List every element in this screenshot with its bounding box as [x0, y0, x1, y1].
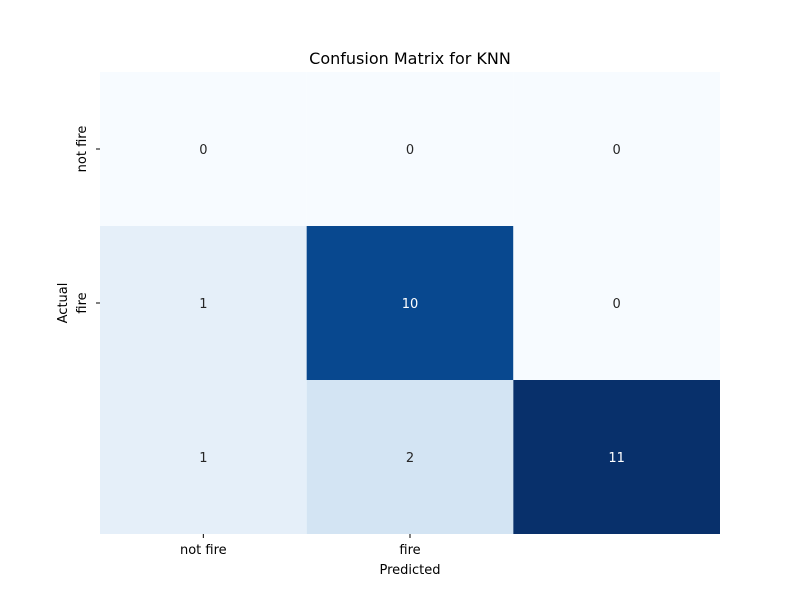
x-tick-label-1: fire [399, 543, 420, 558]
heatmap-cell-r0-c2 [513, 72, 720, 226]
cell-label-r1-c2: 0 [613, 297, 621, 312]
x-axis-ticks: not fire fire [180, 534, 421, 558]
y-tick-label-0: not fire [75, 126, 90, 173]
cell-label-r2-c1: 2 [406, 451, 414, 466]
heatmap-cell-labels: 0 0 0 1 10 0 1 2 11 [199, 143, 625, 466]
cell-label-r2-c2: 11 [608, 451, 625, 466]
heatmap-cells [100, 72, 720, 534]
x-tick-label-0: not fire [180, 543, 227, 558]
cell-label-r2-c0: 1 [199, 451, 207, 466]
heatmap-cell-r2-c2 [513, 380, 720, 534]
cell-label-r1-c1: 10 [402, 297, 419, 312]
chart-title: Confusion Matrix for KNN [309, 49, 511, 68]
heatmap-cell-r0-c0 [100, 72, 307, 226]
heatmap-cell-r1-c1 [306, 226, 514, 380]
heatmap-cell-r2-c1 [306, 380, 514, 534]
y-axis-title: Actual [56, 283, 71, 324]
heatmap-cell-r0-c1 [306, 72, 514, 226]
cell-label-r0-c1: 0 [406, 143, 414, 158]
cell-label-r0-c2: 0 [613, 143, 621, 158]
y-axis-ticks: not fire fire [75, 126, 100, 314]
heatmap-cell-r2-c0 [100, 380, 307, 534]
heatmap-cell-r1-c0 [100, 226, 307, 380]
x-axis-title: Predicted [379, 563, 440, 578]
heatmap-cell-r1-c2 [513, 226, 720, 380]
cell-label-r1-c0: 1 [199, 297, 207, 312]
y-tick-label-1: fire [75, 292, 90, 313]
cell-label-r0-c0: 0 [199, 143, 207, 158]
